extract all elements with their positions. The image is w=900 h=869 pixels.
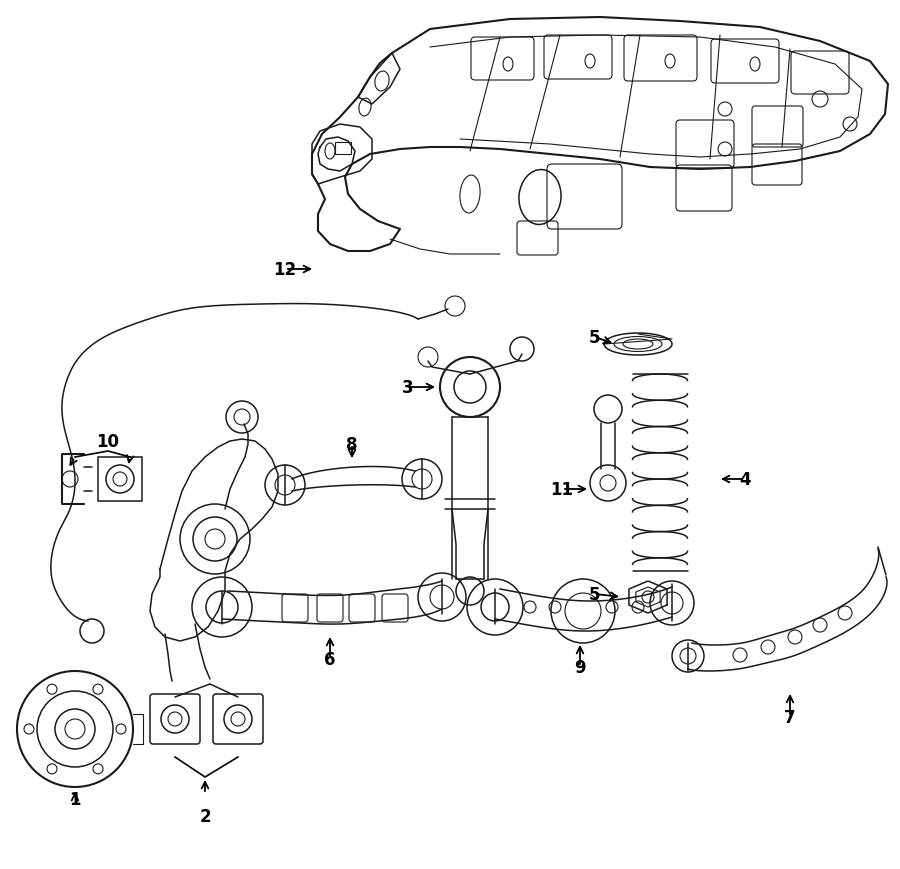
- Text: 6: 6: [324, 650, 336, 668]
- Text: 5: 5: [590, 328, 601, 347]
- Text: 5: 5: [590, 586, 601, 603]
- Text: 7: 7: [784, 708, 796, 726]
- Text: 4: 4: [739, 470, 751, 488]
- Text: 9: 9: [574, 658, 586, 676]
- Bar: [335, 143, 351, 155]
- Text: 10: 10: [96, 433, 120, 450]
- Text: 8: 8: [346, 435, 358, 454]
- Bar: [98, 457, 142, 501]
- Text: 1: 1: [69, 790, 81, 808]
- Text: 11: 11: [551, 481, 573, 499]
- Text: 3: 3: [402, 379, 414, 396]
- Text: 12: 12: [274, 261, 297, 279]
- Text: 2: 2: [199, 807, 211, 825]
